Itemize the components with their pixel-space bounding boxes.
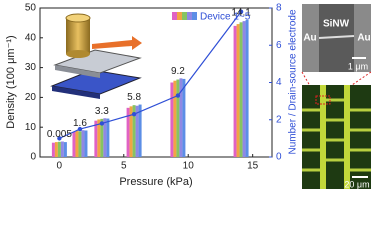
line-point xyxy=(238,9,244,14)
pressure-label: 3.3 xyxy=(95,106,109,117)
bar xyxy=(103,118,107,157)
y-tick-label: 30 xyxy=(25,62,37,73)
bar xyxy=(72,131,76,157)
label-au-left: Au xyxy=(303,33,316,44)
bar xyxy=(239,22,243,157)
bar xyxy=(135,105,139,157)
x-tick-label: 0 xyxy=(57,161,63,172)
bar xyxy=(106,118,110,157)
x-tick-label: 5 xyxy=(121,161,127,172)
y-axis-title: Density (100 μm⁻¹) xyxy=(5,35,17,128)
bar xyxy=(60,141,64,157)
y-tick-label: 40 xyxy=(25,32,37,43)
line-point xyxy=(57,136,62,141)
figure: Au SiNW Au 1 μm 20 μm Pressure (kPa) Den… xyxy=(5,3,371,189)
scale-bar-label: 20 μm xyxy=(344,179,369,189)
bar xyxy=(57,141,61,157)
bar xyxy=(132,105,136,157)
scale-bar-label: 1 μm xyxy=(348,61,368,71)
bar xyxy=(179,78,183,157)
legend-swatch xyxy=(182,12,187,20)
y2-tick-label: 0 xyxy=(276,152,282,163)
bar xyxy=(54,142,58,157)
bar xyxy=(236,24,240,158)
legend-swatch xyxy=(187,12,192,20)
bar xyxy=(97,119,101,157)
pressure-label: 14.1 xyxy=(231,8,251,19)
bar xyxy=(126,107,130,157)
pressure-label: 0.005 xyxy=(47,129,72,140)
bar xyxy=(242,21,246,157)
bar xyxy=(84,130,88,157)
bar xyxy=(245,19,249,158)
y-tick-label: 50 xyxy=(25,3,37,14)
y2-tick-label: 2 xyxy=(276,114,282,125)
panel-optical: 20 μm xyxy=(302,85,371,189)
bar xyxy=(63,142,67,157)
bar xyxy=(182,78,186,157)
y2-axis-title: Number / Drain-source electrode xyxy=(288,9,299,154)
line-point xyxy=(131,111,137,117)
y2-tick-label: 6 xyxy=(276,40,282,51)
legend-label: Device 1~5 xyxy=(200,12,251,23)
bar xyxy=(78,131,82,157)
line-point xyxy=(77,126,83,132)
bar xyxy=(173,80,177,157)
y2-tick-label: 8 xyxy=(276,3,282,14)
y-tick-label: 20 xyxy=(25,92,37,103)
x-axis-title: Pressure (kPa) xyxy=(119,176,192,188)
pressure-label: 5.8 xyxy=(127,92,141,103)
y-tick-label: 10 xyxy=(25,122,37,133)
bar xyxy=(100,118,104,157)
bar xyxy=(75,130,79,157)
bar xyxy=(233,25,237,157)
legend-swatch xyxy=(177,12,182,20)
x-tick-label: 10 xyxy=(183,161,195,172)
pressure-label: 9.2 xyxy=(171,66,185,77)
legend-swatch xyxy=(192,12,197,20)
bar xyxy=(138,104,142,157)
label-sinw: SiNW xyxy=(323,19,350,30)
bar xyxy=(129,106,133,157)
bar xyxy=(170,82,174,157)
line xyxy=(59,11,242,139)
bar xyxy=(94,120,98,157)
bar xyxy=(81,130,85,157)
pressure-label: 1.6 xyxy=(73,118,87,129)
y-tick-label: 0 xyxy=(30,152,36,163)
label-au-right: Au xyxy=(357,33,370,44)
x-tick-label: 15 xyxy=(247,161,259,172)
y2-tick-label: 4 xyxy=(276,77,282,88)
legend-swatch xyxy=(172,12,177,20)
line-point xyxy=(175,93,181,98)
bar xyxy=(176,79,180,157)
panel-sem: Au SiNW Au 1 μm xyxy=(302,4,371,72)
bar xyxy=(51,142,55,157)
inset-illustration xyxy=(50,13,142,99)
line-point xyxy=(99,121,105,126)
